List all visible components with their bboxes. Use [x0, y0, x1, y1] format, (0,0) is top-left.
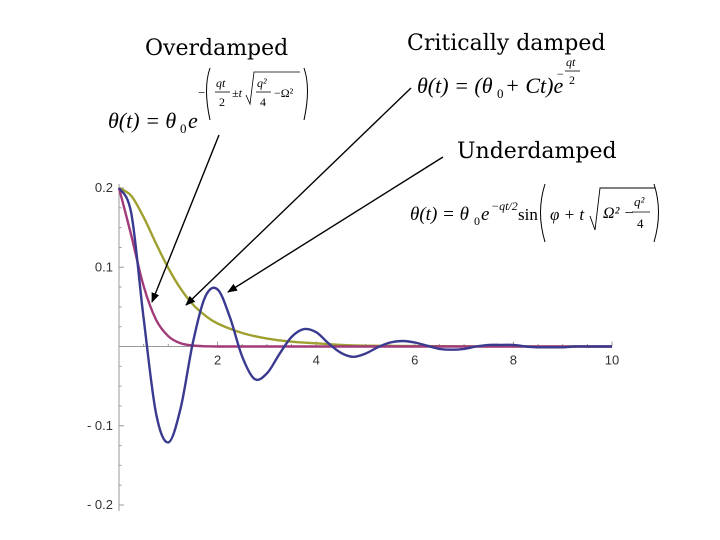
overdamped-eq-paren-left	[206, 67, 211, 121]
underdamped-curve	[117, 187, 612, 444]
underdamped-eq-phi: φ + t	[550, 205, 585, 224]
critical-eq-lhs: θ(t) = (θ	[417, 73, 493, 98]
x-tick-label: 4	[313, 353, 320, 368]
underdamped-eq-sub0: 0	[474, 214, 480, 228]
overdamped-curve	[118, 186, 612, 348]
x-tick-label: 10	[605, 353, 619, 368]
x-tick-label: 2	[214, 353, 221, 368]
overdamped-eq-exp-neg: −	[198, 85, 205, 100]
overdamped-eq-sqrt	[245, 71, 300, 106]
y-tick-label: 0.2	[95, 180, 113, 195]
overdamped-eq-pm: ±t	[232, 86, 243, 100]
overdamped-eq-frac1-num: qt	[216, 76, 226, 90]
underdamped-eq-lhs: θ(t) = θ	[410, 204, 469, 225]
underdamped-eq-frac-num: q²	[634, 194, 646, 209]
underdamped-eq-frac-den: 4	[637, 216, 644, 231]
underdamped-eq-sin: sin	[518, 205, 538, 224]
critically-damped-label: Critically damped	[407, 31, 605, 56]
overdamped-eq-lhs: θ(t) = θ	[108, 108, 176, 133]
x-tick-label: 6	[411, 353, 418, 368]
y-tick-label: - 0.1	[87, 418, 113, 433]
critical-eq-exp-neg: −	[557, 67, 564, 81]
x-tick-label: 8	[510, 353, 517, 368]
overdamped-eq-frac1-den: 2	[219, 95, 225, 109]
overdamped-eq-sub0: 0	[180, 121, 187, 136]
underdamped-eq-omega: Ω² −	[603, 205, 634, 222]
critically-damped-arrow	[185, 87, 412, 306]
underdamped-eq-paren-left	[540, 183, 546, 243]
overdamped-eq-frac2-num: q²	[257, 76, 267, 90]
critical-eq-exp-num: qt	[566, 55, 576, 69]
underdamped-eq-sqrt	[589, 187, 655, 231]
critical-eq-sub0: 0	[497, 86, 504, 101]
critically-damped-equation: θ(t) = (θ 0 + Ct)e − qt 2	[417, 55, 580, 101]
y-tick-label: - 0.2	[87, 497, 113, 512]
critically-damped-curve	[117, 187, 612, 348]
underdamped-eq-paren-right	[653, 183, 659, 243]
overdamped-eq-base: e	[188, 108, 198, 133]
overdamped-label: Overdamped	[145, 36, 288, 61]
overdamped-equation: θ(t) = θ 0 e − qt 2 ±t q² 4 −Ω²	[108, 67, 308, 136]
underdamped-eq-exp: −qt/2	[491, 199, 518, 213]
overdamped-eq-paren-right	[303, 67, 308, 121]
underdamped-eq-base: e	[481, 204, 489, 225]
underdamped-equation: θ(t) = θ 0 e −qt/2 sin φ + t Ω² − q² 4	[410, 183, 659, 243]
overdamped-eq-omega: −Ω²	[274, 86, 294, 100]
critical-eq-exp-den: 2	[569, 73, 575, 87]
chart-series	[117, 186, 612, 444]
overdamped-arrow	[151, 134, 220, 303]
overdamped-eq-frac2-den: 4	[260, 95, 266, 109]
critical-eq-mid: + Ct)e	[505, 73, 563, 98]
underdamped-label: Underdamped	[457, 139, 617, 164]
y-tick-label: 0.1	[95, 259, 113, 274]
underdamped-arrow	[227, 156, 444, 293]
